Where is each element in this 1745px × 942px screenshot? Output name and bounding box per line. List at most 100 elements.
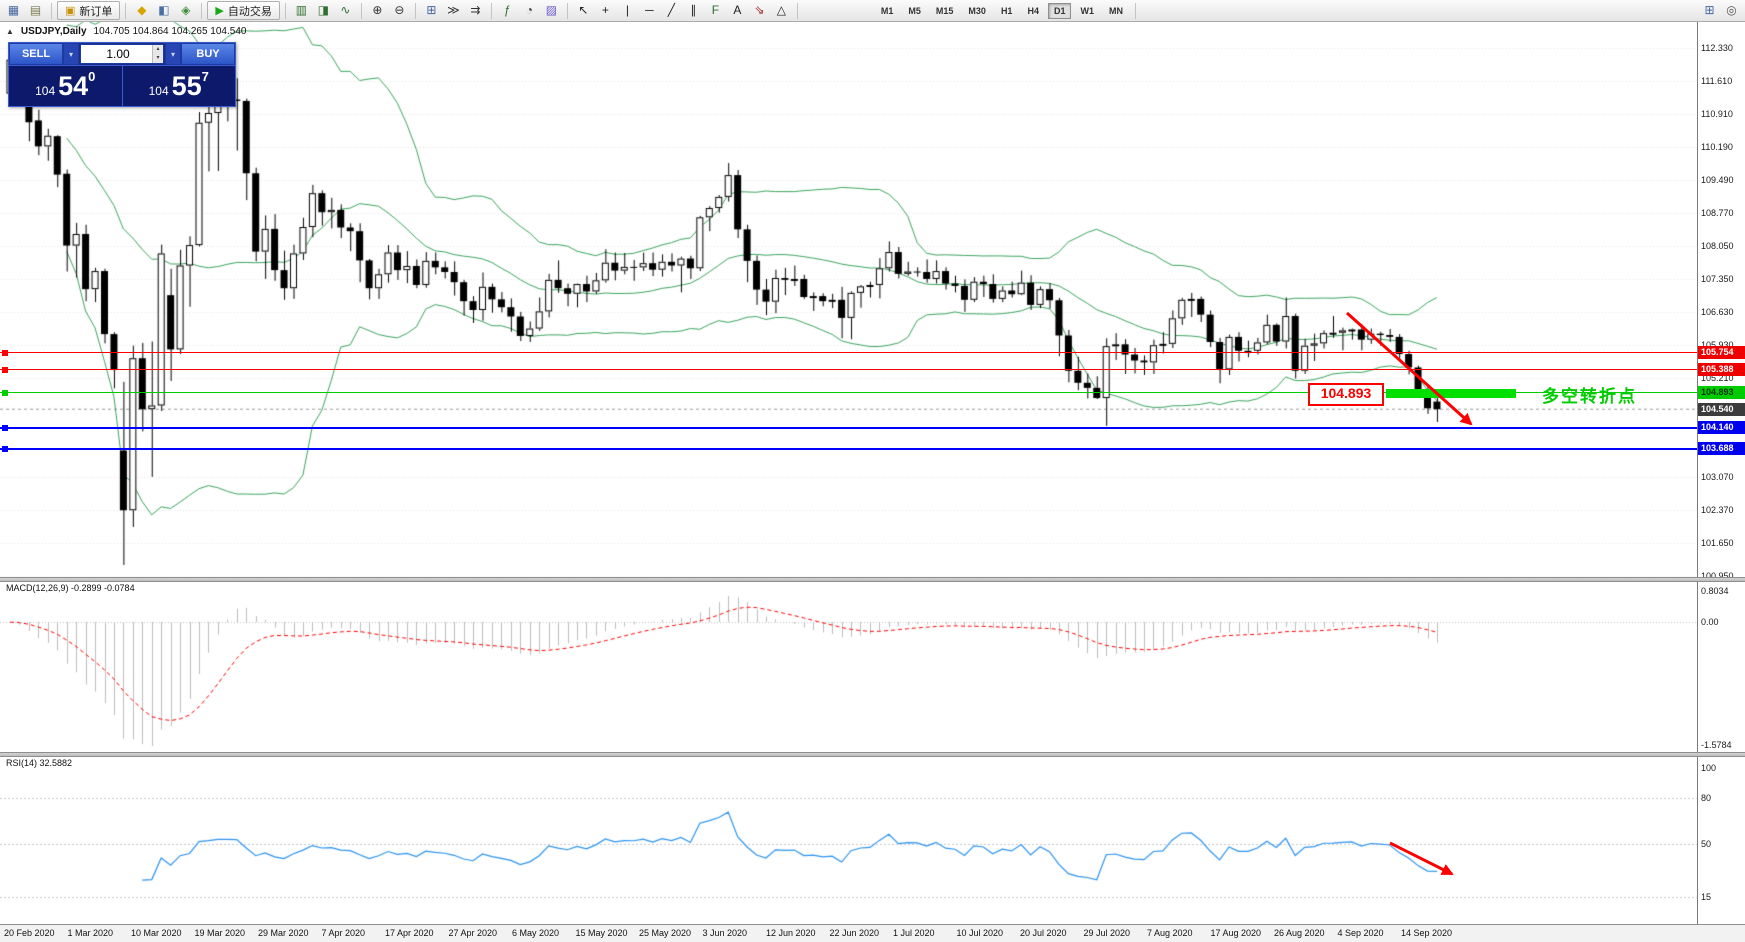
- toolbar-separator: [414, 2, 416, 19]
- buy-price-display[interactable]: 104 55 7: [122, 66, 235, 106]
- chart-header: ▲ USDJPY,Daily 104.705 104.864 104.265 1…: [6, 26, 246, 37]
- panel-separator[interactable]: [0, 752, 1745, 757]
- toolbar-separator: [360, 2, 362, 19]
- panel-separator[interactable]: [0, 577, 1745, 582]
- timeframe-H1-button[interactable]: H1: [995, 3, 1019, 19]
- timeframe-M5-button[interactable]: M5: [902, 3, 927, 19]
- buy-price-big: 55: [171, 71, 202, 101]
- main-toolbar: ▦ ▤ ▣ 新订单 ◆ ◧ ◈ ▶ 自动交易 ▥ ◨ ∿ ⊕ ⊖ ⊞ ≫ ⇉ ƒ ◔ ▨ ↖ + | ─ ╱ ∥ F A ⇘ △ M1 M5 M…: [0, 0, 1745, 22]
- horizontal-line-icon[interactable]: ─: [645, 3, 654, 17]
- toolbar-separator: [796, 2, 798, 19]
- x-axis-date-label: 7 Apr 2020: [321, 928, 366, 938]
- timeframe-M1-button[interactable]: M1: [875, 3, 900, 19]
- x-axis-date-label: 27 Apr 2020: [448, 928, 498, 938]
- search-icon[interactable]: ◎: [1726, 3, 1737, 17]
- periods-icon[interactable]: ◔: [525, 3, 533, 17]
- data-window-icon[interactable]: ◧: [158, 3, 170, 17]
- price-label-105.754: 105.754: [1698, 346, 1745, 360]
- timeframe-M30-button[interactable]: M30: [962, 3, 992, 19]
- timeframe-D1-button[interactable]: D1: [1047, 2, 1072, 19]
- zoom-in-icon[interactable]: ⊕: [372, 3, 383, 17]
- price-scale[interactable]: [1697, 22, 1745, 924]
- price-tick-label: 105.210: [1701, 373, 1734, 384]
- timeframe-M15-button[interactable]: M15: [930, 3, 960, 19]
- fibonacci-icon[interactable]: F: [711, 3, 720, 17]
- buy-button[interactable]: BUY: [181, 43, 235, 65]
- auto-scroll-icon[interactable]: ≫: [447, 3, 460, 17]
- time-axis[interactable]: 20 Feb 2020 1 Mar 2020 10 Mar 2020 19 Mar 2…: [0, 924, 1745, 942]
- sell-dropdown-icon[interactable]: ▾: [63, 43, 79, 65]
- templates-icon[interactable]: ▨: [545, 3, 558, 17]
- price-tick-label: 106.630: [1701, 307, 1734, 318]
- bar-chart-icon[interactable]: ▥: [295, 3, 308, 17]
- rsi-indicator-label: RSI(14) 32.5882: [6, 758, 73, 768]
- timeframe-W1-button[interactable]: W1: [1074, 3, 1100, 19]
- horizontal-line-104.893[interactable]: [0, 392, 1697, 394]
- new-window-icon[interactable]: ⊞: [1704, 3, 1715, 17]
- one-click-trading-panel: SELL ▾ ▴ ▾ ▾ BUY 104 54 0 104 55 7: [8, 42, 236, 107]
- navigator-icon[interactable]: ◈: [181, 3, 191, 17]
- line-handle[interactable]: [2, 366, 8, 373]
- x-axis-date-label: 10 Jul 2020: [956, 928, 1004, 938]
- profiles-icon[interactable]: ▤: [29, 3, 42, 17]
- sell-price-display[interactable]: 104 54 0: [9, 66, 123, 106]
- line-handle[interactable]: [2, 389, 8, 396]
- tile-windows-icon[interactable]: ⊞: [426, 3, 437, 17]
- one-click-top-row: SELL ▾ ▴ ▾ ▾ BUY: [9, 43, 235, 66]
- horizontal-line-105.388[interactable]: [0, 369, 1697, 371]
- channel-icon[interactable]: ∥: [690, 3, 697, 17]
- arrow-tool-icon[interactable]: ⇘: [754, 3, 765, 17]
- trendline-icon[interactable]: ╱: [667, 3, 675, 17]
- toolbar-separator: [201, 2, 203, 19]
- new-chart-icon[interactable]: ▦: [7, 3, 20, 17]
- turning-point-text[interactable]: 多空转折点: [1542, 386, 1637, 406]
- cursor-icon[interactable]: ↖: [578, 3, 589, 17]
- text-icon[interactable]: A: [733, 3, 742, 17]
- buy-dropdown-icon[interactable]: ▾: [165, 43, 181, 65]
- horizontal-line-104.140[interactable]: [0, 426, 1697, 429]
- price-callout-label[interactable]: 104.893: [1308, 382, 1384, 406]
- new-order-button[interactable]: ▣ 新订单: [57, 1, 121, 20]
- toolbar-separator: [51, 2, 52, 19]
- x-axis-date-label: 12 Jun 2020: [766, 928, 816, 938]
- toolbar-separator: [125, 2, 127, 19]
- price-tick-label: 110.910: [1701, 108, 1733, 119]
- market-watch-icon[interactable]: ◆: [137, 3, 147, 17]
- chart-ohlc-values: 104.705 104.864 104.265 104.540: [93, 26, 247, 37]
- price-tick-label: 112.330: [1701, 43, 1733, 54]
- x-axis-date-label: 10 Mar 2020: [131, 928, 182, 938]
- chart-shift-icon[interactable]: ⇉: [470, 3, 481, 17]
- x-axis-date-label: 1 Mar 2020: [67, 928, 114, 938]
- vertical-line-icon[interactable]: |: [625, 3, 629, 17]
- toolbar-separator: [284, 2, 286, 19]
- autotrading-button[interactable]: ▶ 自动交易: [207, 1, 280, 20]
- line-handle[interactable]: [2, 349, 8, 356]
- timeframe-H4-button[interactable]: H4: [1021, 3, 1045, 19]
- x-axis-date-label: 20 Feb 2020: [4, 928, 55, 938]
- line-handle[interactable]: [2, 445, 8, 452]
- volume-spin-up-icon[interactable]: ▴: [152, 45, 163, 54]
- price-tick-label: 109.490: [1701, 174, 1734, 185]
- horizontal-line-103.688[interactable]: [0, 447, 1697, 450]
- horizontal-line-105.754[interactable]: [0, 352, 1697, 354]
- volume-input[interactable]: [81, 45, 163, 63]
- turning-point-highlight-bar[interactable]: [1386, 388, 1516, 398]
- line-chart-icon[interactable]: ∿: [340, 3, 351, 17]
- shapes-icon[interactable]: △: [776, 3, 786, 17]
- toolbar-separator: [490, 2, 492, 19]
- line-handle[interactable]: [2, 424, 8, 431]
- candlestick-chart-icon[interactable]: ◨: [317, 3, 330, 17]
- x-axis-date-label: 14 Sep 2020: [1401, 928, 1453, 938]
- indicators-icon[interactable]: ƒ: [504, 3, 511, 17]
- zoom-out-icon[interactable]: ⊖: [394, 3, 405, 17]
- sell-button[interactable]: SELL: [9, 43, 63, 65]
- x-axis-date-label: 26 Aug 2020: [1274, 928, 1325, 938]
- new-order-icon: ▣: [65, 5, 76, 17]
- crosshair-icon[interactable]: +: [601, 3, 609, 17]
- one-click-collapse-button[interactable]: ▲: [6, 27, 14, 36]
- volume-spin-down-icon[interactable]: ▾: [152, 54, 163, 63]
- timeframe-MN-button[interactable]: MN: [1103, 3, 1129, 19]
- x-axis-date-label: 29 Jul 2020: [1083, 928, 1131, 938]
